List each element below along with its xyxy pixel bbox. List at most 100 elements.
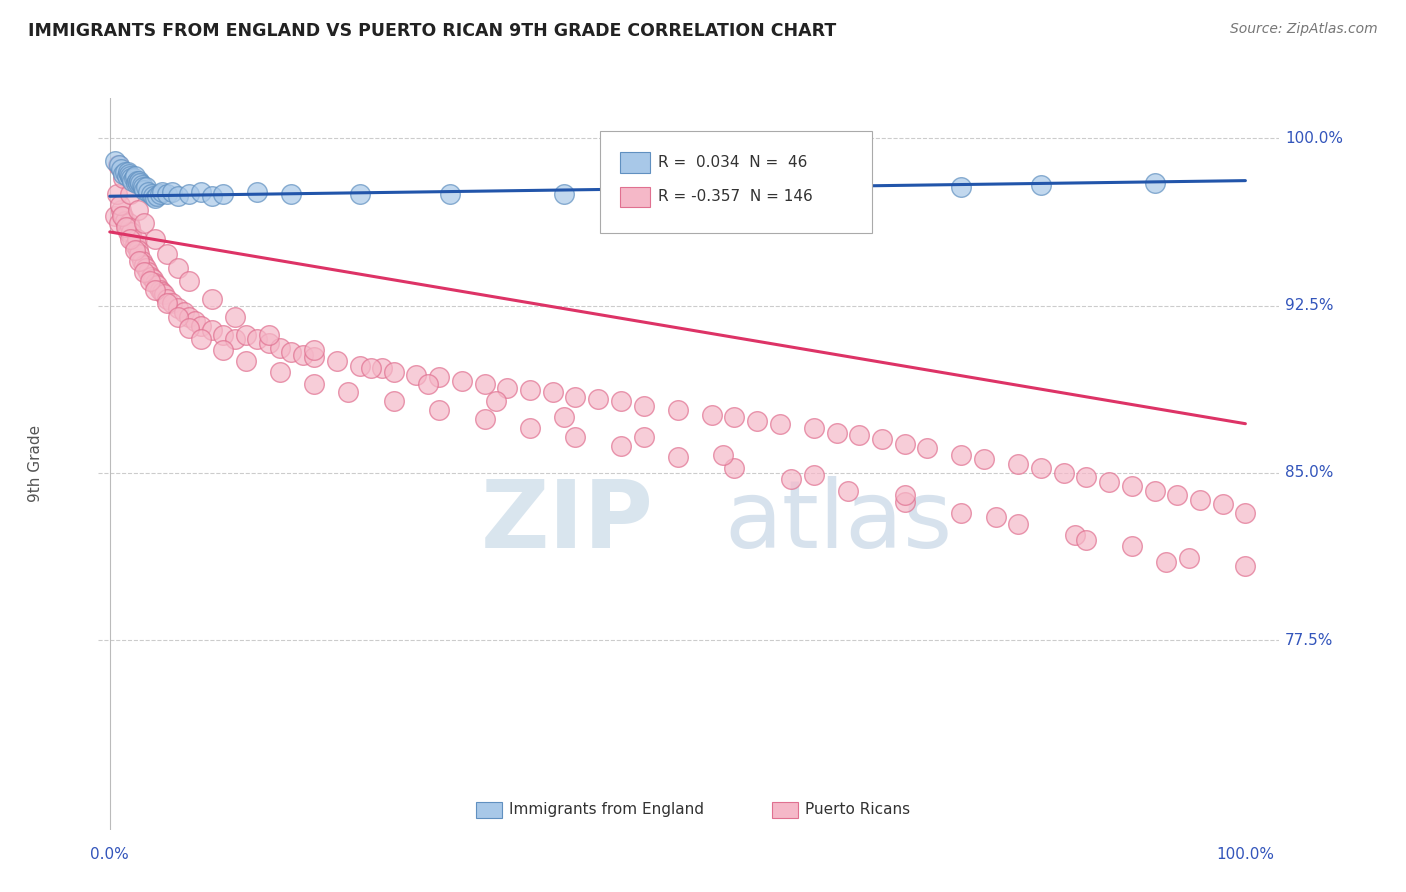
Text: 0.0%: 0.0%: [90, 847, 129, 863]
Point: [246, 185, 269, 199]
Point: [519, 384, 541, 398]
Point: [132, 180, 155, 194]
Point: [337, 385, 360, 400]
Point: [700, 408, 723, 422]
Point: [257, 327, 280, 342]
Point: [107, 158, 129, 172]
Point: [121, 232, 143, 246]
Point: [114, 165, 136, 179]
Point: [127, 243, 149, 257]
Point: [114, 220, 136, 235]
Point: [135, 180, 157, 194]
Point: [149, 187, 172, 202]
Text: R =  0.034  N =  46: R = 0.034 N = 46: [658, 155, 807, 170]
Point: [110, 202, 132, 217]
Bar: [477, 802, 502, 818]
Point: [711, 448, 734, 462]
Point: [132, 265, 155, 279]
Bar: [620, 186, 650, 207]
Point: [167, 260, 190, 275]
Point: [212, 343, 235, 358]
Point: [1188, 492, 1211, 507]
Point: [803, 468, 825, 483]
Point: [1143, 483, 1166, 498]
Text: R = -0.357  N = 146: R = -0.357 N = 146: [658, 189, 813, 204]
Point: [201, 292, 224, 306]
Point: [1007, 517, 1029, 532]
Point: [519, 421, 541, 435]
Point: [125, 174, 148, 188]
Point: [212, 187, 235, 202]
Point: [201, 189, 224, 203]
Point: [150, 185, 173, 199]
Text: ZIP: ZIP: [481, 476, 654, 568]
Point: [129, 176, 152, 190]
Point: [142, 189, 165, 203]
Point: [564, 430, 586, 444]
Point: [125, 232, 148, 246]
Point: [115, 169, 138, 184]
Point: [586, 392, 609, 407]
Point: [1029, 178, 1052, 193]
Point: [127, 202, 149, 217]
Point: [120, 171, 142, 186]
Point: [1098, 475, 1121, 489]
Point: [246, 332, 269, 346]
Point: [326, 354, 349, 368]
Point: [870, 433, 893, 447]
Point: [427, 403, 450, 417]
Point: [143, 283, 166, 297]
Text: IMMIGRANTS FROM ENGLAND VS PUERTO RICAN 9TH GRADE CORRELATION CHART: IMMIGRANTS FROM ENGLAND VS PUERTO RICAN …: [28, 22, 837, 40]
Point: [125, 176, 148, 190]
Point: [115, 220, 138, 235]
Point: [280, 187, 302, 202]
Point: [128, 254, 150, 268]
Point: [108, 198, 131, 212]
Point: [302, 343, 325, 358]
Point: [190, 332, 212, 346]
Point: [349, 359, 371, 373]
Point: [723, 461, 745, 475]
Point: [450, 375, 472, 389]
Point: [167, 301, 190, 315]
Point: [162, 185, 183, 199]
Point: [128, 174, 150, 188]
Point: [153, 287, 176, 301]
Point: [179, 274, 201, 288]
Point: [1076, 470, 1098, 484]
Point: [104, 210, 127, 224]
Point: [837, 183, 859, 197]
Point: [124, 243, 146, 257]
Point: [1007, 457, 1029, 471]
Point: [124, 238, 146, 252]
Point: [633, 430, 655, 444]
Bar: [772, 802, 797, 818]
Point: [666, 450, 689, 465]
Point: [485, 394, 508, 409]
Point: [162, 296, 183, 310]
Point: [382, 366, 405, 380]
Point: [138, 185, 160, 199]
Point: [112, 171, 135, 186]
Point: [121, 174, 143, 188]
Point: [474, 376, 496, 391]
Point: [1064, 528, 1087, 542]
Point: [745, 415, 768, 429]
Point: [1053, 466, 1076, 480]
Point: [405, 368, 427, 382]
Point: [723, 410, 745, 425]
Point: [360, 361, 382, 376]
Point: [280, 345, 302, 359]
Point: [1177, 550, 1199, 565]
Point: [416, 376, 439, 391]
Point: [111, 210, 134, 224]
Point: [541, 385, 564, 400]
Point: [1166, 488, 1188, 502]
Point: [950, 506, 973, 520]
Point: [382, 394, 405, 409]
Point: [143, 232, 166, 246]
Point: [474, 412, 496, 426]
Point: [184, 314, 207, 328]
Point: [212, 327, 235, 342]
Point: [1154, 555, 1177, 569]
